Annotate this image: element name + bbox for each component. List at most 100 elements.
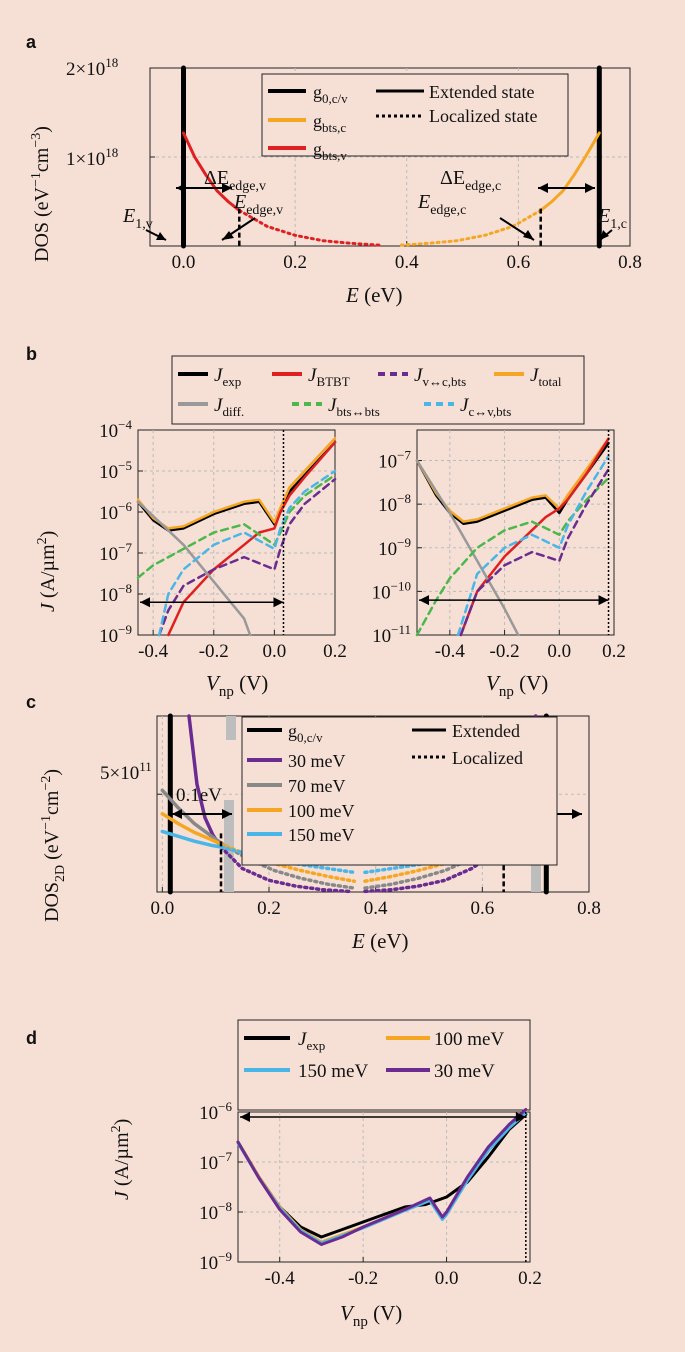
b-left-xlabel: Vnp (V) [206, 671, 268, 700]
series-jdiff- [415, 459, 520, 637]
xtick-label: -0.2 [199, 641, 229, 662]
ytick-label: 10−4 [99, 417, 132, 442]
a-Eev-pointer-head [222, 231, 234, 240]
series-100-mev [236, 1110, 528, 1244]
range-arrowhead-right [515, 1112, 526, 1122]
xtick-label: 0.2 [602, 641, 626, 662]
b-left-xtick-labels: -0.4 -0.2 0.0 0.2 [138, 641, 347, 662]
ytick-label: 10−5 [99, 458, 132, 483]
c-legend-g0: g0,c/v [288, 721, 323, 745]
series-100-mev [160, 812, 223, 846]
d-plot-frame-inner [237, 1111, 531, 1263]
c-gray-band-top-left [226, 716, 236, 740]
ytick-label: 10−9 [99, 622, 132, 647]
b-legend-box [171, 355, 585, 425]
b-left-ytick-labels: 10−9 10−8 10−7 10−6 10−5 10−4 [99, 417, 132, 647]
xtick-label: 0.8 [577, 898, 601, 919]
b-left-series [136, 436, 337, 637]
b-legend-Jcv: Jc↔v,bts [460, 395, 511, 419]
a-E1c-pointer-head [600, 230, 609, 240]
a-dEc-arrowhead-left [538, 183, 548, 193]
a-annotations: ΔEedge,v Eedge,v ΔEedge,c Eedge,c E1,v E… [122, 167, 627, 241]
a-xtick-labels: 0.0 0.2 0.4 0.6 0.8 [172, 252, 642, 273]
a-ytick-1e18: 1×1018 [66, 145, 118, 170]
b-right-plot-frame [416, 429, 615, 636]
xtick-label: 0.0 [263, 641, 287, 662]
b-legend-Jtotal: Jtotal [530, 365, 562, 389]
d-grid [238, 1111, 531, 1263]
range-arrowhead-left [240, 1112, 250, 1122]
xtick-label: 0.6 [470, 898, 494, 919]
d-legend: Jexp 100 meV 150 meV 30 meV [244, 1029, 504, 1082]
c-annotation-label: 0.1eV [176, 785, 222, 806]
ytick-label: 10−8 [378, 491, 411, 516]
range-arrowhead-right [273, 597, 284, 608]
series-gbts-v [237, 208, 381, 247]
a-legend: g0,c/v gbts,c gbts,v Extended state Loca… [261, 73, 569, 163]
d-legend-box [237, 1019, 531, 1111]
range-arrowhead-left [419, 595, 429, 606]
ytick-label: 10−7 [99, 540, 132, 565]
a-legend-gbtsc: gbts,c [313, 111, 346, 135]
a-dEc-arrowhead-right [585, 183, 595, 193]
b-legend-Jbts: Jbts↔bts [328, 395, 380, 419]
series-jv-c-bts [459, 468, 610, 637]
d-series [236, 1108, 528, 1246]
b-right-ytick-labels: 10−11 10−10 10−9 10−8 10−7 [372, 448, 412, 647]
series-jc-v-bts [157, 469, 337, 637]
series-30-mev [236, 1108, 528, 1246]
xtick-label: 0.2 [518, 1268, 542, 1289]
series-jbts-bts [136, 473, 337, 579]
panel-c-label: c [26, 692, 36, 712]
series-jdiff- [136, 500, 252, 637]
d-legend-100: 100 meV [434, 1029, 504, 1050]
panel-b-label: b [26, 344, 37, 364]
a-dEv-arrowhead-right [222, 183, 232, 193]
series-gbts-c [539, 131, 601, 212]
c-annotation-arrowhead-r2 [572, 809, 582, 819]
d-xlabel: Vnp (V) [340, 1301, 402, 1330]
panel-d: d 10−9 10−8 10−7 10−6 -0.4 -0.2 0.0 0.2 Jexp 1… [26, 1019, 542, 1330]
ytick-label: 10−6 [99, 499, 132, 524]
xtick-label: 0.4 [364, 898, 388, 919]
b-right-series [415, 437, 610, 637]
ytick-label: 10−7 [378, 448, 411, 473]
d-legend-150: 150 meV [298, 1061, 368, 1082]
d-ytick-labels: 10−9 10−8 10−7 10−6 [199, 1099, 232, 1274]
c-ylabel: DOS2D (eV−1cm−2) [39, 769, 68, 922]
xtick-label: 0.4 [395, 252, 419, 273]
d-ylabel: J (A/µm2) [109, 1119, 133, 1200]
xtick-label: 0.0 [150, 898, 174, 919]
xtick-label: -0.4 [138, 641, 169, 662]
xtick-label: -0.4 [435, 641, 466, 662]
c-legend-extended: Extended [452, 721, 520, 741]
d-xtick-labels: -0.4 -0.2 0.0 0.2 [265, 1268, 542, 1289]
a-E1v-label: E1,v [122, 205, 153, 232]
a-legend-g0: g0,c/v [313, 82, 348, 106]
series-jv-c-bts [157, 477, 337, 637]
a-legend-gbtsv: gbts,v [313, 139, 347, 163]
panel-b: b Jexp JBTBT Jv↔c,bts Jtotal Jdiff. Jbts… [26, 344, 626, 700]
xtick-label: 0.0 [172, 252, 196, 273]
c-legend-100: 100 meV [288, 801, 355, 821]
b-legend-JBTBT: JBTBT [308, 365, 350, 389]
xtick-label: 0.6 [506, 252, 530, 273]
series-jtotal [136, 436, 337, 530]
c-xlabel: E (eV) [351, 929, 409, 953]
xtick-label: 0.0 [435, 1268, 459, 1289]
series-jbts-bts [415, 476, 610, 637]
d-legend-30: 30 meV [434, 1061, 495, 1082]
xtick-label: 0.2 [283, 252, 307, 273]
a-Eev-label: Eedge,v [233, 191, 283, 218]
b-right-xtick-labels: -0.4 -0.2 0.0 0.2 [435, 641, 626, 662]
panel-a: a 2×1018 1×1018 DOS (eV−1cm−3) 0.0 0.2 0.4… [26, 32, 642, 307]
series-jc-v-bts [456, 454, 610, 637]
c-legend-localized: Localized [452, 748, 523, 768]
d-legend-Jexp: Jexp [298, 1029, 325, 1053]
ytick-label: 10−11 [372, 622, 411, 647]
xtick-label: -0.2 [348, 1268, 378, 1289]
a-legend-extended: Extended state [429, 82, 534, 102]
c-legend-150: 150 meV [288, 825, 355, 845]
a-ytick-2e18: 2×1018 [66, 55, 118, 80]
series-70-mev [160, 788, 223, 845]
